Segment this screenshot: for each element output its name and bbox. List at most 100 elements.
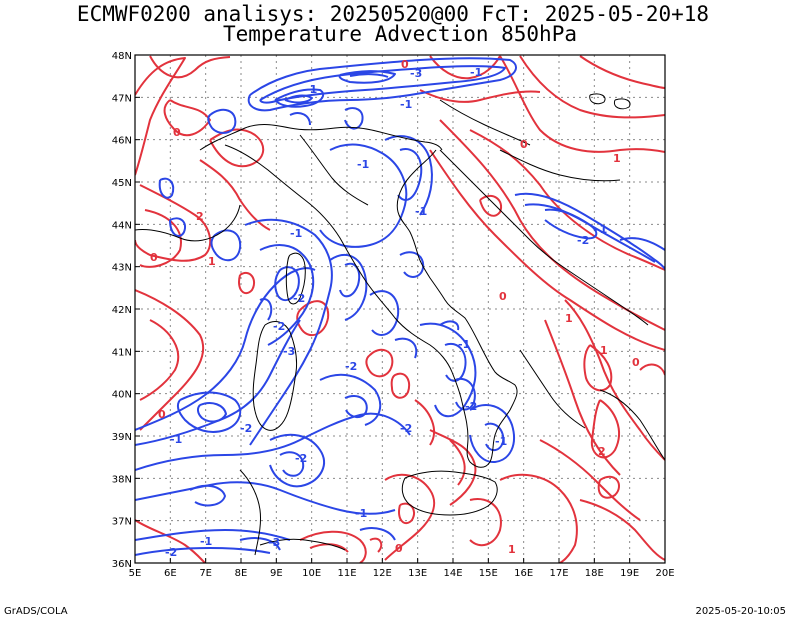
contour-label: -3 [268,536,280,549]
pos-contour [149,55,231,79]
neg-contour [394,337,418,359]
tick-label-lat: 37N [112,517,132,528]
neg-contour [444,342,467,382]
neg-contour [344,394,368,418]
pos-contour [449,439,466,486]
neg-contour [269,433,325,488]
pos-contour [135,184,212,262]
pos-contour [539,439,641,521]
pos-contour [519,55,665,119]
neg-contour [135,481,396,515]
tick-label-lon: 5E [129,568,142,579]
neg-contour [247,57,517,112]
pos-contour [414,399,435,446]
neg-contour [619,237,665,251]
tick-label-lon: 13E [408,568,427,579]
contour-label: -2 [293,292,305,305]
footer-right: 2025-05-20-10:05 [695,606,786,617]
contour-label: -2 [400,422,412,435]
contour-label: 0 [520,138,528,151]
neg-contour [484,422,505,452]
neg-contour [259,244,315,346]
pos-contour [135,519,206,563]
pos-contour [469,129,665,271]
coastlines [135,93,665,556]
neg-contour [210,229,242,262]
contour-label: 1 [508,543,516,556]
neg-contour [338,70,396,84]
tick-label-lat: 36N [112,559,132,570]
neg-contour [319,143,408,248]
neg-contour [319,373,382,426]
tick-label-lon: 20E [655,568,674,579]
neg-contour [399,251,425,278]
pos-contour [199,159,271,231]
tick-label-lon: 16E [514,568,533,579]
pos-contour [163,99,211,137]
contour-label: 0 [401,58,409,71]
pos-contour [390,372,411,399]
contour-label: 2 [196,210,204,223]
contour-label: -1 [200,535,212,548]
contour-label: -2 [345,360,357,373]
neg-contour [369,290,400,336]
neg-contour [135,319,301,446]
contour-label: 0 [632,356,640,369]
country-border [299,134,369,206]
contour-label: 1 [565,312,573,325]
contour-label: 0 [150,251,158,264]
neg-contour [135,547,271,556]
neg-contour [274,88,325,108]
neg-contour [419,322,477,418]
tick-label-lat: 38N [112,474,132,485]
contour-label: 1 [613,152,621,165]
pos-contour [398,502,416,525]
contour-label: -1 [170,433,182,446]
contour-label: -3 [283,345,295,358]
neg-contour [329,254,368,321]
pos-contour [299,530,367,563]
neg-contour [454,377,476,411]
country-border [439,99,531,146]
pos-contour [499,473,578,563]
pos-contour [429,149,665,351]
contour-label: 1 [600,344,608,357]
tick-label-lon: 18E [585,568,604,579]
neg-contour [169,217,186,237]
pos-contour [139,319,180,401]
pos-contour [469,498,502,547]
contour-label: -2 [273,320,285,333]
pos-contour [479,194,503,217]
neg-contour [158,177,175,199]
pos-contour [135,289,205,431]
contour-label: 1 [208,255,216,268]
lat-lon-gridlines [135,55,665,563]
pos-contour [369,537,383,553]
pos-contour [639,363,665,376]
contour-label: -1 [595,223,607,236]
neg-contour [244,218,333,446]
neg-contour [196,402,227,423]
lake-outline [589,93,606,105]
balkan-coast [519,349,586,429]
contour-label: -3 [410,67,422,80]
neg-contour [349,73,389,78]
tick-label-lon: 11E [337,568,356,579]
tick-label-lat: 47N [112,93,132,104]
tick-label-lat: 46N [112,136,132,147]
neg-contour [469,404,515,464]
contour-label: 0 [395,542,403,555]
neg-contour [514,192,665,271]
neg-contour [284,94,313,104]
neg-contour [359,527,396,541]
alps-border [199,124,443,151]
corsica-outline [285,252,306,305]
neg-contour [384,135,433,216]
tunisia-coast [239,469,261,556]
pos-contour [419,89,541,103]
tick-label-lon: 15E [479,568,498,579]
sicily-outline [401,470,498,516]
contour-label: -1 [400,98,412,111]
pos-contour [135,57,186,176]
contour-label: -2 [240,422,252,435]
